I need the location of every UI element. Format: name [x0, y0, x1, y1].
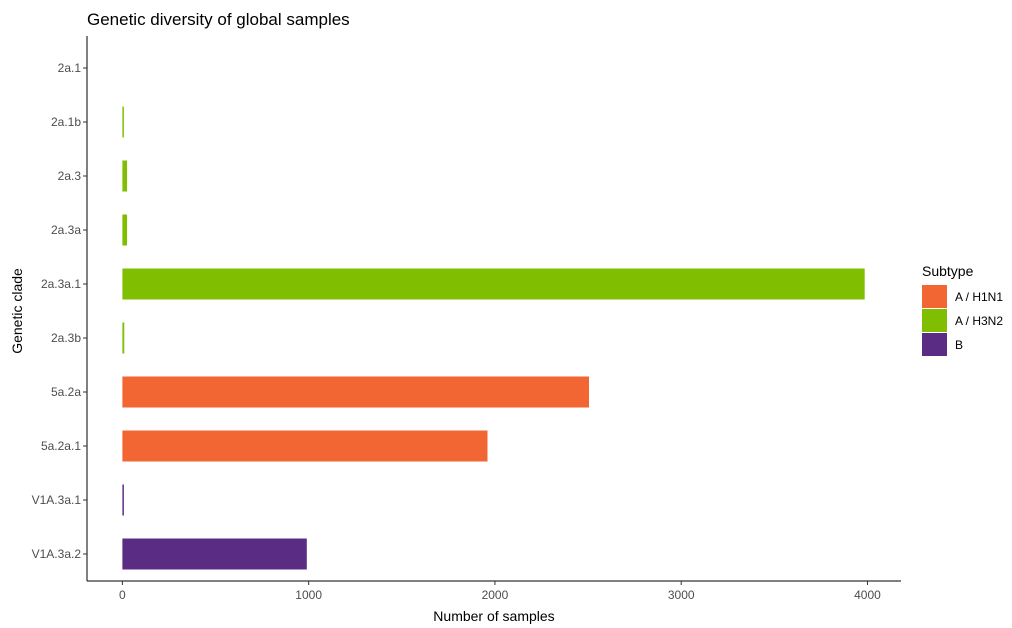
bar-2a-1b [122, 106, 124, 138]
legend-label-a-h1n1: A / H1N1 [955, 290, 1003, 304]
y-tick-label-v1a-3a-2: V1A.3a.2 [32, 547, 82, 561]
legend-key-a-h3n2 [922, 309, 947, 332]
legend-label-b: B [955, 338, 963, 352]
y-tick-label-5a-2a: 5a.2a [51, 385, 81, 399]
y-tick-label-2a-1b: 2a.1b [51, 115, 81, 129]
bar-5a-2a [122, 376, 589, 408]
axes-layer: 2a.1 2a.1b 2a.3 2a.3a 2a.3a.1 2a.3b 5a.2a 5a.2a… [32, 36, 901, 602]
chart-title: Genetic diversity of global samples [87, 10, 350, 29]
legend-key-b [922, 333, 947, 356]
bar-2a-3a-1 [122, 268, 865, 300]
bar-v1a-3a-1 [122, 484, 124, 516]
x-tick-label-2000: 2000 [482, 588, 509, 602]
y-tick-label-2a-3a: 2a.3a [51, 223, 81, 237]
x-axis-title: Number of samples [433, 608, 554, 624]
y-axis-title: Genetic clade [9, 268, 25, 354]
legend-key-a-h1n1 [922, 285, 947, 308]
x-tick-label-0: 0 [119, 588, 126, 602]
legend: Subtype A / H1N1 A / H3N2 B [922, 263, 1003, 356]
x-tick-label-1000: 1000 [295, 588, 322, 602]
x-tick-label-3000: 3000 [668, 588, 695, 602]
y-tick-label-2a-3: 2a.3 [58, 169, 82, 183]
bar-2a-3a [122, 214, 128, 246]
legend-title: Subtype [922, 263, 974, 279]
y-tick-label-2a-1: 2a.1 [58, 61, 82, 75]
bars-layer [122, 106, 865, 570]
y-tick-label-2a-3a-1: 2a.3a.1 [41, 277, 81, 291]
x-tick-label-4000: 4000 [854, 588, 881, 602]
bar-v1a-3a-2 [122, 538, 307, 570]
bar-2a-3b [122, 322, 125, 354]
y-tick-label-2a-3b: 2a.3b [51, 331, 81, 345]
y-tick-label-5a-2a-1: 5a.2a.1 [41, 439, 81, 453]
bar-2a-3 [122, 160, 128, 192]
legend-label-a-h3n2: A / H3N2 [955, 314, 1003, 328]
bar-5a-2a-1 [122, 430, 488, 462]
y-tick-label-v1a-3a-1: V1A.3a.1 [32, 493, 82, 507]
